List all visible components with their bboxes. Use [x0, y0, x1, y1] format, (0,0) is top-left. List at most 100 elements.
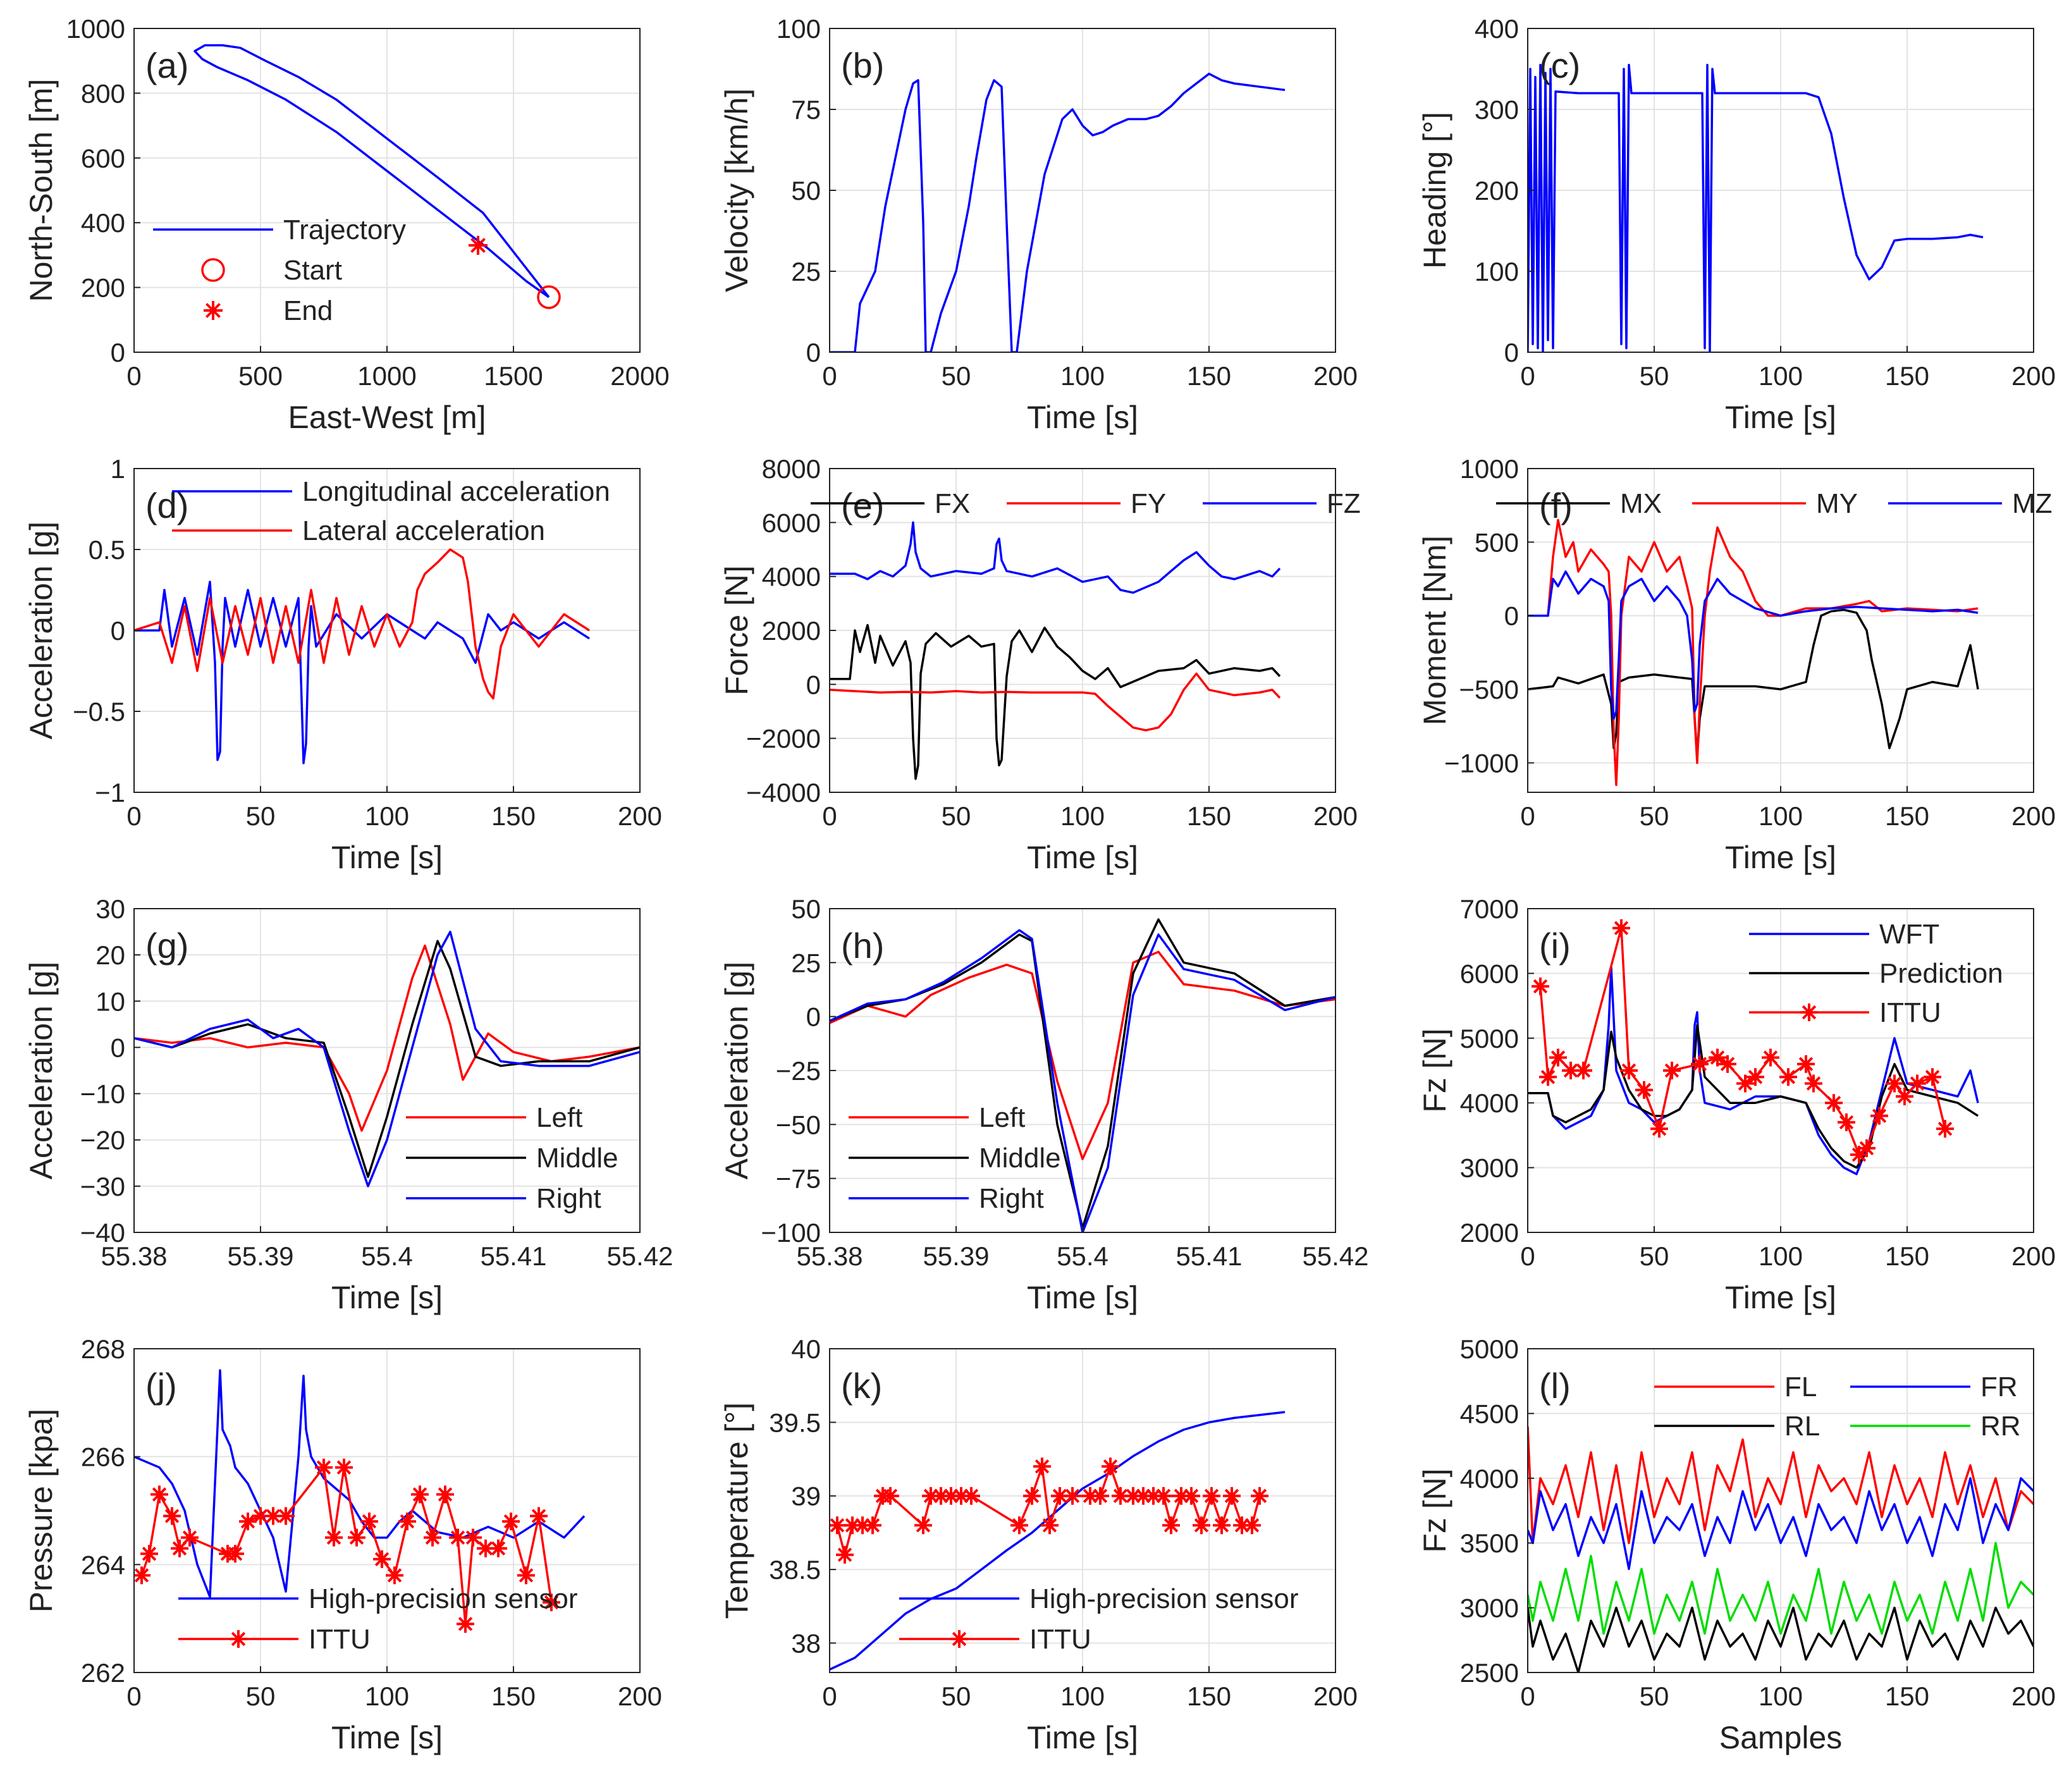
x-tick-label: 55.42: [606, 1241, 673, 1271]
series-ittu-point: [348, 1528, 365, 1547]
series-ittu-point: [386, 1566, 403, 1585]
y-tick-label: 50: [791, 894, 821, 924]
y-tick-label: 0: [111, 1033, 125, 1062]
x-tick-label: 200: [2011, 1681, 2056, 1711]
x-tick-label: 50: [942, 801, 971, 831]
series-ittu-point: [335, 1458, 353, 1476]
series-ittu-point: [1797, 1055, 1815, 1073]
series-rl-line: [1528, 1606, 2034, 1672]
series-ittu-point: [1924, 1068, 1941, 1086]
x-tick-label: 50: [942, 1681, 971, 1711]
panel-j: 0 50 100 150 200 262 264 266 268 Time [s] Pressure…: [23, 1334, 662, 1755]
series-ittu-point: [1124, 1487, 1142, 1505]
legend-entry: Right: [849, 1183, 1044, 1214]
x-tick-label: 0: [126, 801, 141, 831]
series-ittu-point: [942, 1487, 960, 1505]
y-tick-label: 10: [95, 986, 125, 1016]
series-ittu-point: [457, 1615, 474, 1633]
y-tick-label: 0: [1504, 338, 1519, 367]
series-ittu-point: [163, 1507, 181, 1525]
y-axis-label: Heading [°]: [1417, 112, 1452, 269]
series-ittu-point: [952, 1487, 970, 1505]
series-ittu-point: [373, 1550, 391, 1568]
y-tick-label: 7000: [1460, 894, 1519, 924]
legend-entry: FZ: [1203, 488, 1361, 519]
series-group: [830, 1411, 1286, 1671]
series-ittu-point: [830, 1516, 846, 1535]
x-tick-label: 200: [2011, 361, 2056, 391]
legend-label: FX: [935, 488, 970, 519]
series-ittu-point: [1838, 1113, 1855, 1131]
y-tick-label: 75: [791, 95, 821, 125]
legend-entry: Lateral acceleration: [172, 515, 545, 546]
x-tick-label: 55.39: [227, 1241, 293, 1271]
y-tick-label: 0: [111, 338, 125, 367]
series-ittu-point: [252, 1507, 269, 1525]
y-tick-label: 400: [1475, 14, 1519, 44]
y-axis-label: Temperature [°]: [719, 1402, 754, 1619]
series-ittu-point: [1193, 1516, 1210, 1535]
y-tick-label: −0.5: [73, 697, 125, 727]
y-tick-label: 1000: [66, 14, 125, 44]
series-ittu-point: [477, 1539, 494, 1557]
series-right-line: [830, 929, 1335, 1232]
panel-label: (i): [1539, 926, 1571, 966]
panel-label: (g): [145, 926, 188, 966]
x-axis-label: Time [s]: [1027, 840, 1138, 875]
series-fz-line: [830, 521, 1281, 594]
x-tick-label: 100: [1060, 361, 1105, 391]
x-tick-label: 100: [365, 1681, 409, 1711]
x-tick-label: 0: [822, 1681, 837, 1711]
y-tick-label: −4000: [746, 778, 821, 807]
series-ittu-point: [1162, 1516, 1180, 1535]
legend-label: RL: [1784, 1411, 1820, 1442]
x-axis-label: Time [s]: [1725, 400, 1836, 435]
legend-label: MZ: [2012, 488, 2053, 519]
x-tick-label: 55.42: [1302, 1241, 1368, 1271]
series-ittu-point: [1858, 1139, 1876, 1157]
x-tick-label: 1000: [357, 361, 416, 391]
panel-f: 0 50 100 150 200 −1000 −500 0 500 1000 Time [s] Mom…: [1417, 454, 2056, 875]
legend-label: MY: [1816, 488, 1858, 519]
y-axis-label: Moment [Nm]: [1417, 536, 1452, 725]
y-tick-label: 40: [791, 1334, 821, 1364]
series-ittu-point: [1064, 1487, 1081, 1505]
series-ittu-point: [1033, 1458, 1051, 1476]
series-ittu-point: [1213, 1516, 1231, 1535]
y-tick-label: 50: [791, 176, 821, 206]
series-trajectory-line: [193, 44, 550, 298]
series-ittu-point: [1575, 1062, 1592, 1079]
series-ittu-point: [1010, 1516, 1028, 1535]
x-tick-label: 50: [1640, 1681, 1669, 1711]
series-fl-line: [1528, 1426, 2034, 1544]
panel-l: 0 50 100 150 200 2500 3000 3500 4000 4500 5000 Samp…: [1417, 1334, 2056, 1755]
series-ittu-point: [1719, 1055, 1736, 1073]
x-tick-label: 150: [1885, 361, 1929, 391]
series-left-line: [830, 950, 1335, 1160]
series-ittu-point: [1102, 1458, 1119, 1476]
series-ittu-point: [489, 1539, 507, 1557]
x-tick-label: 50: [1640, 1241, 1669, 1271]
series-ittu-point: [171, 1539, 188, 1557]
panel-h: 55.38 55.39 55.4 55.41 55.42 −100 −75 −50 −25 0 25…: [719, 894, 1369, 1315]
series-ittu-point: [1172, 1487, 1190, 1505]
series-ittu-point: [1805, 1074, 1822, 1093]
legend-label: ITTU: [1029, 1624, 1091, 1655]
legend-label: Middle: [536, 1143, 618, 1174]
x-tick-label: 150: [1885, 1681, 1929, 1711]
series-ittu-point: [449, 1528, 467, 1547]
y-axis-label: Fz [N]: [1417, 1028, 1452, 1112]
x-axis-label: Time [s]: [331, 1280, 443, 1315]
series-ittu-point: [464, 1528, 482, 1547]
x-tick-label: 0: [126, 1681, 141, 1711]
legend-entry: MY: [1692, 488, 1858, 519]
legend-label: RR: [1980, 1411, 2021, 1442]
legend-marker: [204, 301, 223, 320]
series-ittu-point: [226, 1545, 244, 1563]
y-tick-label: 6000: [1460, 959, 1519, 988]
legend-label: Prediction: [1879, 958, 2003, 989]
series-ittu-point: [932, 1487, 950, 1505]
x-tick-label: 0: [1520, 1681, 1535, 1711]
y-tick-label: 39: [791, 1482, 821, 1511]
